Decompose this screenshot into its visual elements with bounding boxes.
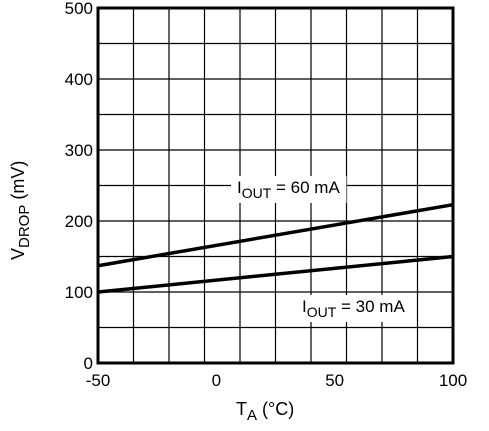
- y-tick-label: 100: [65, 283, 93, 302]
- y-tick-label: 200: [65, 212, 93, 231]
- y-axis-label: VDROP (mV): [8, 161, 33, 260]
- x-tick-label: 0: [212, 371, 221, 390]
- x-tick-label: 100: [439, 371, 467, 390]
- y-tick-label: 500: [65, 0, 93, 18]
- x-axis-label: TA (°C): [236, 399, 294, 424]
- y-tick-label: 400: [65, 70, 93, 89]
- y-tick-label: 300: [65, 141, 93, 160]
- y-tick-label: 0: [84, 354, 93, 373]
- x-tick-label: -50: [86, 371, 111, 390]
- x-tick-label: 50: [325, 371, 344, 390]
